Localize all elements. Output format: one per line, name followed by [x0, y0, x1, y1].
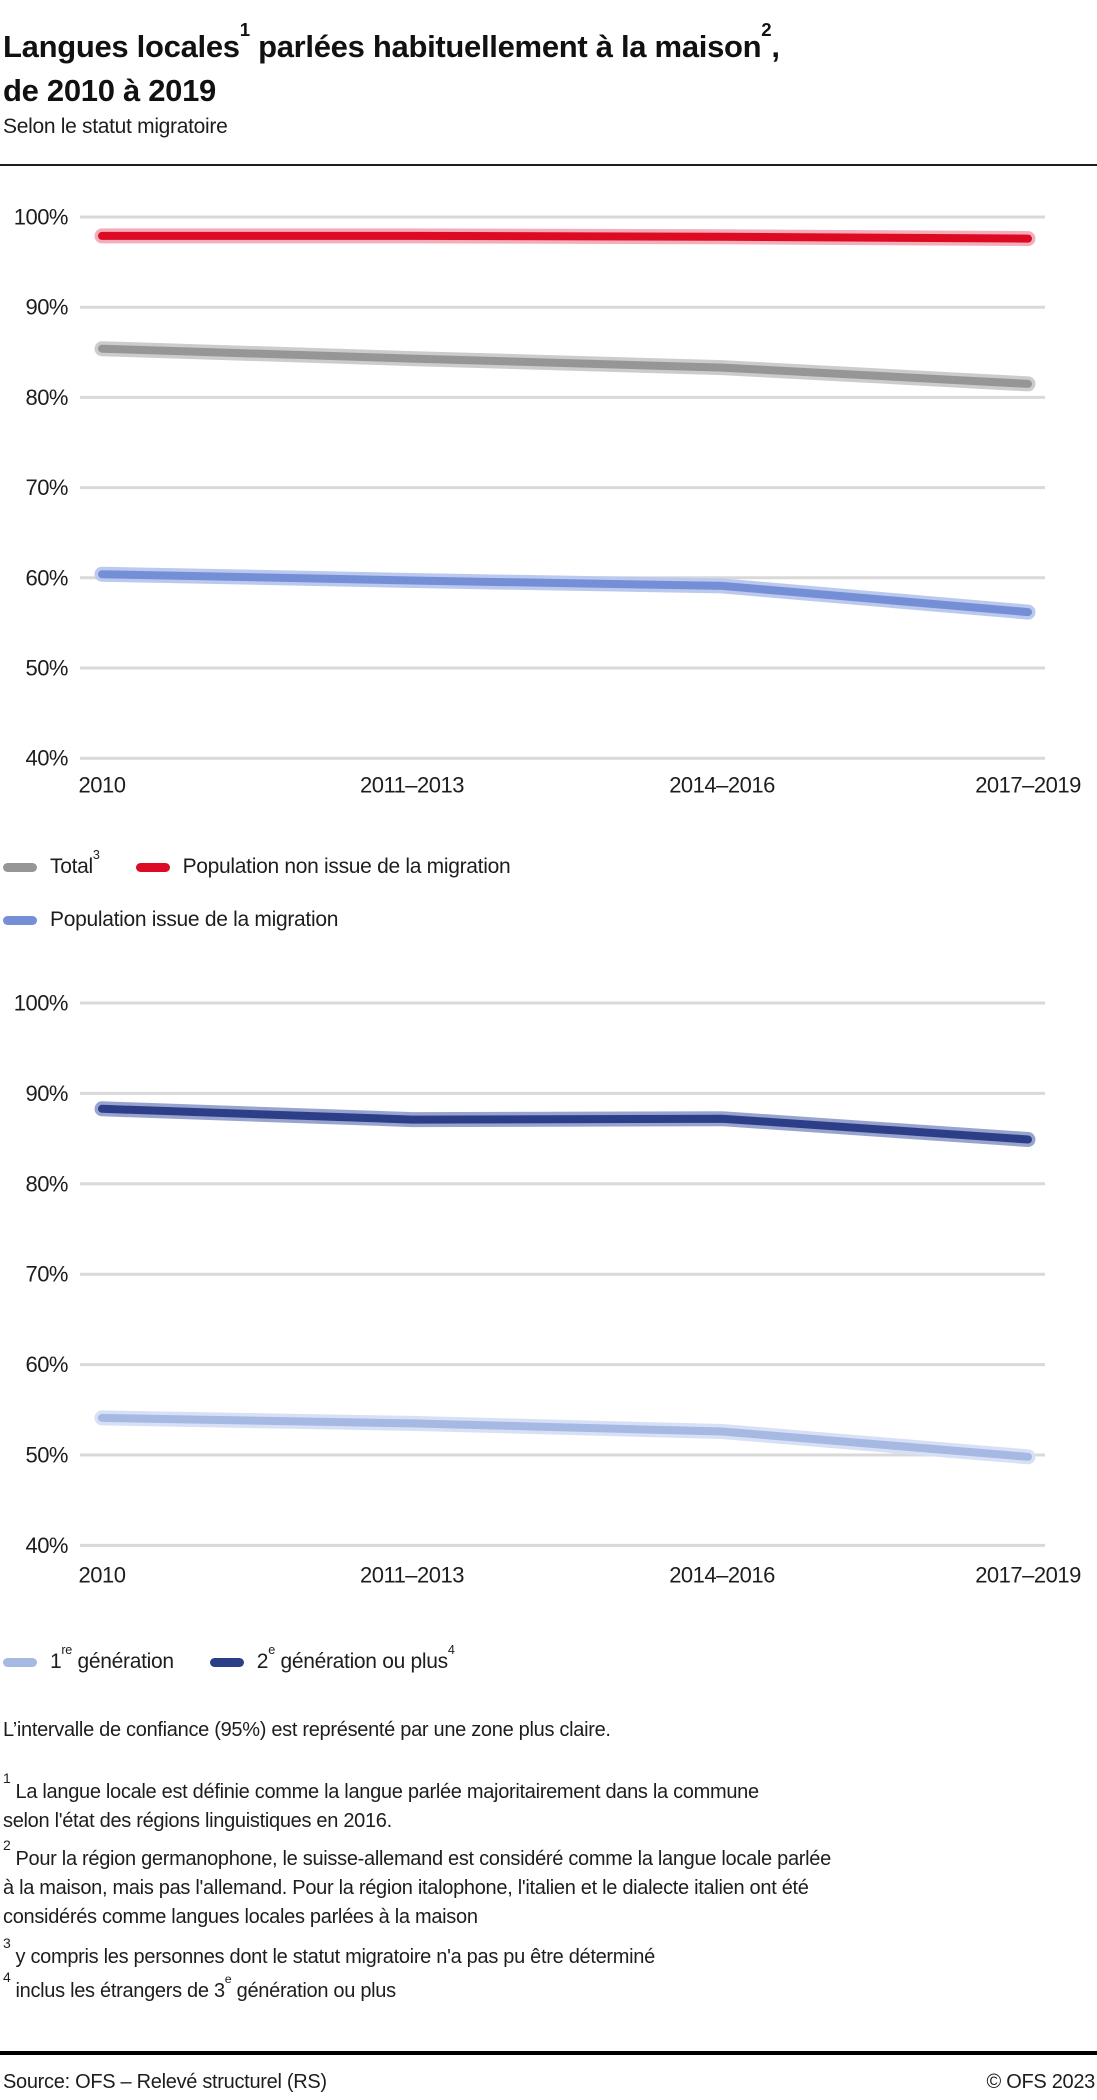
title-line2: de 2010 à 2019	[3, 72, 216, 108]
footnote-sup: e	[224, 1972, 232, 1987]
legend-label-sup: e	[268, 1642, 275, 1657]
footnote-text: y compris les personnes dont le statut m…	[15, 1946, 656, 1968]
series-line	[98, 1104, 1032, 1144]
legend-chart2: 1re génération 2e génération ou plus4	[3, 1643, 455, 1677]
series-line	[98, 231, 1032, 243]
legend-label-sup: re	[61, 1642, 72, 1657]
x-tick-label: 2017–2019	[975, 1563, 1081, 1588]
x-tick-label: 2017–2019	[975, 773, 1081, 798]
footnote-text: La langue locale est définie comme la la…	[15, 1781, 760, 1803]
confidence-interval-note: L’intervalle de confiance (95%) est repr…	[3, 1719, 611, 1741]
y-tick-label: 80%	[25, 385, 68, 410]
legend-swatch-non-migration	[135, 862, 170, 872]
title-footnote-ref-1: 1	[239, 19, 250, 41]
legend-item-total: Total3	[3, 848, 100, 879]
footnote-line: 2Pour la région germanophone, le suisse-…	[3, 1838, 1095, 1874]
legend-label-text: 2	[256, 1650, 269, 1673]
legend-label-text: Population non issue de la migration	[182, 855, 511, 878]
footnote-text: considérés comme langues locales parlées…	[3, 1906, 478, 1928]
legend-item-first-generation: 1re génération	[3, 1643, 175, 1674]
y-tick-label: 80%	[25, 1171, 68, 1196]
y-tick-label: 50%	[25, 656, 68, 681]
footnote-marker: 3	[3, 1935, 11, 1952]
y-tick-label: 90%	[25, 1081, 68, 1106]
x-tick-label: 2011–2013	[360, 1563, 464, 1588]
legend-row: Population issue de la migration	[3, 905, 510, 935]
footnote-3: 3y compris les personnes dont le statut …	[3, 1936, 1095, 1972]
footnote-text: à la maison, mais pas l'allemand. Pour l…	[3, 1877, 809, 1899]
y-tick-label: 70%	[25, 475, 68, 500]
title-footnote-ref-2: 2	[761, 19, 772, 41]
legend-label-text: génération ou plus	[274, 1650, 448, 1673]
legend-item-second-generation: 2e génération ou plus4	[209, 1643, 455, 1674]
footnote-line: considérés comme langues locales parlées…	[3, 1903, 1095, 1932]
y-tick-label: 70%	[25, 1262, 68, 1287]
title-text: ,	[771, 28, 780, 64]
bottom-divider	[0, 2051, 1097, 2055]
top-divider	[0, 164, 1097, 166]
footnote-1: 1La langue locale est définie comme la l…	[3, 1771, 1095, 1836]
legend-label-text: 1	[50, 1650, 62, 1673]
footnote-line: 4inclus les étrangers de 3e génération o…	[3, 1970, 1095, 2006]
legend-footnote-ref-4: 4	[447, 1642, 455, 1657]
footnote-text: selon l'état des régions linguistiques e…	[3, 1810, 392, 1832]
chart-generation: 100% 90% 80% 70% 60% 50% 40% 2010 2011–2013 2014–…	[14, 991, 1082, 1588]
subtitle: Selon le statut migratoire	[3, 115, 228, 138]
legend-swatch-second-generation	[209, 1657, 244, 1667]
footnote-line: à la maison, mais pas l'allemand. Pour l…	[3, 1874, 1095, 1903]
series-line	[98, 1413, 1032, 1461]
legend-label-text: génération	[72, 1650, 175, 1673]
legend-footnote-ref-3: 3	[92, 847, 100, 862]
x-tick-label: 2014–2016	[669, 1563, 775, 1588]
x-tick-label: 2011–2013	[360, 773, 464, 798]
y-tick-label: 90%	[25, 295, 68, 320]
legend-row: 1re génération 2e génération ou plus4	[3, 1643, 455, 1677]
footer: Source: OFS – Relevé structurel (RS) © O…	[3, 2071, 1095, 2094]
copyright-label: © OFS 2023	[986, 2071, 1096, 2093]
footnote-4: 4inclus les étrangers de 3e génération o…	[3, 1970, 1095, 2006]
y-tick-label: 100%	[14, 205, 68, 230]
title-text: Langues locales	[3, 28, 240, 64]
legend-label: Total3	[50, 848, 100, 879]
footnote-line: 1La langue locale est définie comme la l…	[3, 1771, 1095, 1807]
footnote-line: 3y compris les personnes dont le statut …	[3, 1936, 1095, 1972]
legend-label-text: Total	[50, 855, 93, 878]
legend-swatch-first-generation	[3, 1657, 37, 1667]
footnote-marker: 1	[3, 1770, 11, 1787]
x-tick-label: 2010	[79, 773, 126, 798]
legend-swatch-migration	[3, 915, 37, 925]
chart-migration-status: 100% 90% 80% 70% 60% 50% 40% 2010 2011–2013 2014–…	[14, 205, 1082, 798]
legend-swatch-total	[3, 862, 37, 872]
legend-item-non-migration: Population non issue de la migration	[135, 855, 511, 879]
footnote-marker: 2	[3, 1837, 11, 1854]
y-tick-label: 60%	[25, 565, 68, 590]
y-tick-label: 100%	[14, 991, 68, 1016]
series-line	[98, 344, 1032, 388]
title-text: parlées habituellement à la maison	[249, 28, 762, 64]
x-tick-label: 2014–2016	[669, 773, 775, 798]
legend-row: Total3 Population non issue de la migrat…	[3, 848, 511, 882]
y-tick-label: 40%	[25, 1533, 68, 1558]
y-tick-label: 60%	[25, 1352, 68, 1377]
legend-label: 1re génération	[50, 1643, 175, 1674]
legend-label-text: Population issue de la migration	[50, 908, 339, 931]
y-tick-label: 50%	[25, 1443, 68, 1468]
x-tick-label: 2010	[79, 1563, 126, 1588]
legend-label: 2e génération ou plus4	[256, 1643, 455, 1674]
source-label: Source: OFS – Relevé structurel (RS)	[3, 2071, 327, 2093]
footnote-text: Pour la région germanophone, le suisse-a…	[15, 1848, 832, 1870]
page-title: Langues locales1 parlées habituellement …	[3, 20, 780, 113]
footnote-line: selon l'état des régions linguistiques e…	[3, 1807, 1095, 1836]
footnote-2: 2Pour la région germanophone, le suisse-…	[3, 1838, 1095, 1932]
legend-chart1: Total3 Population non issue de la migrat…	[3, 848, 511, 935]
footnote-text: inclus les étrangers de 3	[15, 1980, 226, 2002]
series-line	[98, 570, 1032, 617]
footnote-marker: 4	[3, 1969, 11, 1986]
legend-item-migration: Population issue de la migration	[3, 908, 338, 932]
footnote-text: génération ou plus	[231, 1980, 396, 2002]
y-tick-label: 40%	[25, 746, 68, 771]
